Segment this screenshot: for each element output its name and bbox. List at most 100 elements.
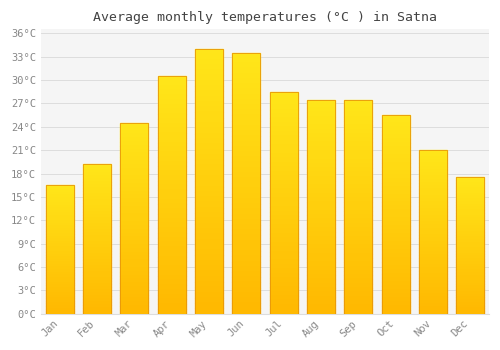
Bar xyxy=(120,233,148,237)
Bar xyxy=(456,240,484,243)
Bar xyxy=(46,301,74,303)
Bar xyxy=(83,176,111,179)
Bar xyxy=(120,157,148,161)
Bar xyxy=(456,270,484,273)
Bar xyxy=(120,310,148,314)
Bar xyxy=(46,286,74,288)
Bar xyxy=(232,69,260,74)
Bar xyxy=(344,245,372,250)
Bar xyxy=(195,70,223,75)
Bar xyxy=(344,228,372,232)
Bar xyxy=(270,123,297,127)
Bar xyxy=(232,194,260,199)
Bar xyxy=(419,183,447,186)
Bar xyxy=(232,173,260,178)
Bar xyxy=(419,212,447,216)
Bar xyxy=(195,229,223,234)
Bar xyxy=(232,100,260,105)
Bar xyxy=(120,142,148,146)
Bar xyxy=(307,301,335,305)
Bar xyxy=(120,291,148,295)
Bar xyxy=(46,303,74,306)
Bar xyxy=(344,198,372,202)
Bar xyxy=(456,194,484,196)
Bar xyxy=(83,194,111,197)
Bar xyxy=(195,250,223,256)
Bar xyxy=(419,265,447,268)
Bar xyxy=(46,196,74,198)
Bar xyxy=(158,276,186,280)
Bar xyxy=(307,219,335,224)
Bar xyxy=(419,261,447,265)
Bar xyxy=(456,183,484,186)
Bar xyxy=(158,81,186,86)
Bar xyxy=(419,274,447,278)
Bar xyxy=(83,278,111,281)
Bar xyxy=(46,185,74,314)
Bar xyxy=(46,224,74,226)
Bar xyxy=(195,139,223,144)
Bar xyxy=(232,246,260,251)
Bar xyxy=(307,262,335,267)
Bar xyxy=(232,256,260,261)
Bar xyxy=(456,208,484,210)
Bar xyxy=(83,269,111,272)
Bar xyxy=(270,132,297,136)
Bar xyxy=(83,272,111,275)
Bar xyxy=(456,275,484,278)
Bar xyxy=(382,147,409,151)
Bar xyxy=(195,149,223,155)
Bar xyxy=(195,176,223,181)
Bar xyxy=(120,123,148,314)
Bar xyxy=(120,299,148,302)
Bar xyxy=(46,231,74,234)
Bar xyxy=(270,300,297,305)
Bar xyxy=(344,224,372,228)
Bar xyxy=(46,216,74,219)
Bar xyxy=(232,53,260,58)
Bar xyxy=(382,230,409,234)
Bar xyxy=(307,99,335,104)
Bar xyxy=(456,216,484,218)
Bar xyxy=(83,284,111,287)
Bar xyxy=(419,310,447,314)
Bar xyxy=(344,250,372,254)
Bar xyxy=(120,153,148,157)
Bar xyxy=(232,230,260,236)
Bar xyxy=(46,214,74,216)
Bar xyxy=(419,157,447,160)
Bar xyxy=(120,207,148,211)
Bar xyxy=(46,239,74,242)
Bar xyxy=(419,150,447,314)
Bar xyxy=(158,280,186,285)
Bar xyxy=(46,237,74,239)
Bar xyxy=(158,300,186,304)
Bar xyxy=(382,302,409,306)
Bar xyxy=(307,125,335,130)
Bar xyxy=(307,305,335,309)
Bar xyxy=(344,296,372,301)
Bar xyxy=(270,292,297,296)
Bar xyxy=(344,206,372,211)
Bar xyxy=(344,117,372,121)
Bar xyxy=(120,149,148,153)
Bar xyxy=(195,208,223,213)
Bar xyxy=(120,222,148,226)
Bar xyxy=(344,271,372,275)
Bar xyxy=(46,288,74,290)
Bar xyxy=(344,172,372,177)
Bar xyxy=(120,260,148,264)
Bar xyxy=(419,291,447,294)
Bar xyxy=(419,173,447,176)
Bar xyxy=(83,302,111,305)
Bar xyxy=(456,257,484,259)
Bar xyxy=(344,134,372,138)
Bar xyxy=(382,254,409,258)
Bar xyxy=(270,158,297,163)
Bar xyxy=(344,267,372,271)
Bar xyxy=(382,250,409,254)
Bar xyxy=(456,232,484,234)
Bar xyxy=(195,49,223,314)
Bar xyxy=(195,308,223,314)
Bar xyxy=(307,309,335,314)
